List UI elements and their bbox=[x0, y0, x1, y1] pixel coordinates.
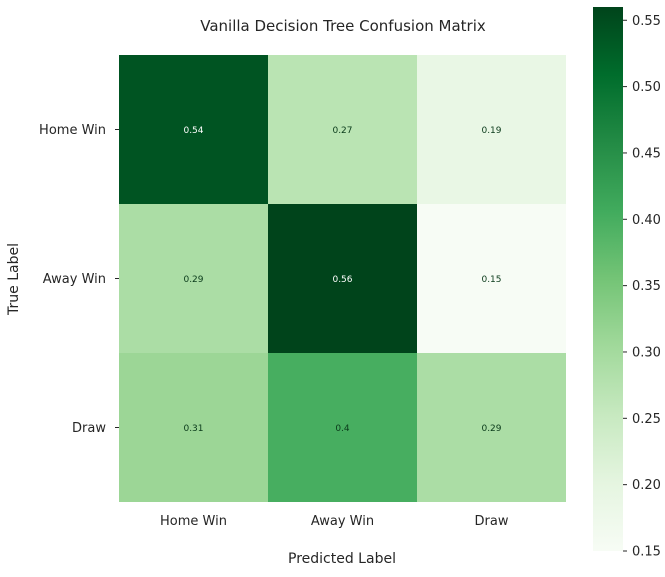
colorbar-tick-label: 0.20 bbox=[632, 478, 661, 493]
y-tick-labels: Home Win Away Win Draw bbox=[39, 123, 119, 436]
heatmap-cell bbox=[119, 55, 268, 204]
heatmap-cell bbox=[417, 353, 566, 502]
colorbar-tick-label: 0.25 bbox=[632, 412, 661, 427]
heatmap-cells: 0.54 0.27 0.19 0.29 0.56 0.15 0.31 0.4 0.29 bbox=[119, 55, 566, 502]
y-tick-label: Away Win bbox=[43, 272, 106, 287]
cell-value-label: 0.31 bbox=[183, 424, 203, 434]
heatmap-cell bbox=[268, 55, 417, 204]
y-tick-label: Draw bbox=[72, 421, 106, 436]
colorbar-tick-label: 0.40 bbox=[632, 213, 661, 228]
cell-value-label: 0.19 bbox=[481, 126, 501, 136]
cell-value-label: 0.56 bbox=[332, 275, 352, 285]
x-tick-label: Away Win bbox=[311, 514, 374, 529]
y-tick-label: Home Win bbox=[39, 123, 106, 138]
colorbar bbox=[593, 7, 623, 551]
cell-value-label: 0.54 bbox=[183, 126, 203, 136]
cell-value-label: 0.29 bbox=[183, 275, 203, 285]
heatmap-cell bbox=[268, 204, 417, 353]
colorbar-tick-label: 0.45 bbox=[632, 146, 661, 161]
colorbar-tick-label: 0.35 bbox=[632, 279, 661, 294]
y-axis-label: True Label bbox=[6, 243, 22, 316]
colorbar-tick-label: 0.15 bbox=[632, 545, 661, 560]
heatmap-cell bbox=[417, 55, 566, 204]
cell-value-label: 0.27 bbox=[332, 126, 352, 136]
cell-value-label: 0.4 bbox=[335, 424, 350, 434]
colorbar-tick-label: 0.30 bbox=[632, 345, 661, 360]
heatmap-cell bbox=[417, 204, 566, 353]
chart-title: Vanilla Decision Tree Confusion Matrix bbox=[200, 17, 486, 35]
colorbar-tick-label: 0.50 bbox=[632, 80, 661, 95]
cell-value-label: 0.15 bbox=[481, 275, 501, 285]
x-tick-labels: Home Win Away Win Draw bbox=[160, 514, 509, 529]
colorbar-tick-label: 0.55 bbox=[632, 14, 661, 29]
x-tick-label: Home Win bbox=[160, 514, 227, 529]
heatmap-cell bbox=[119, 204, 268, 353]
x-axis-label: Predicted Label bbox=[288, 551, 396, 567]
colorbar-ticks: 0.15 0.20 0.25 0.30 0.35 0.40 0.45 0.50 0.55 bbox=[623, 14, 661, 560]
heatmap-cell bbox=[119, 353, 268, 502]
cell-value-label: 0.29 bbox=[481, 424, 501, 434]
x-tick-label: Draw bbox=[475, 514, 509, 529]
heatmap-cell bbox=[268, 353, 417, 502]
